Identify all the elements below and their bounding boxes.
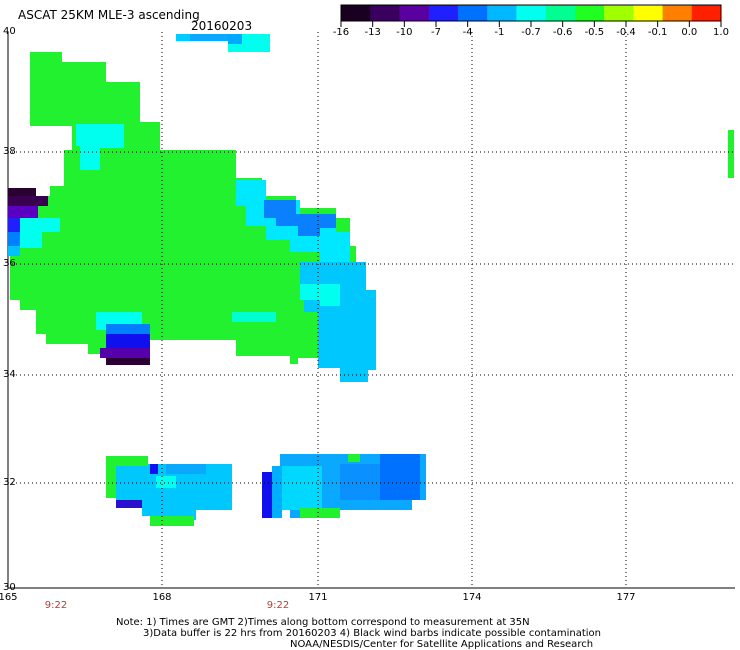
colorbar-segment xyxy=(487,5,517,21)
scatterometer-swaths xyxy=(8,34,734,526)
colorbar-segment xyxy=(428,5,459,21)
colorbar-segment xyxy=(370,5,400,21)
colorbar-label: -16 xyxy=(332,27,350,38)
colorbar-segment xyxy=(691,5,722,21)
latitude-label: 32 xyxy=(3,477,16,488)
swath-cell xyxy=(340,464,380,500)
latitude-label: 36 xyxy=(3,258,16,269)
colorbar-label: 0.0 xyxy=(681,27,698,38)
latitude-label: 40 xyxy=(3,26,16,37)
swath-cell xyxy=(262,472,272,518)
swath-cell xyxy=(106,334,150,348)
colorbar-label: -0.5 xyxy=(584,27,605,38)
colorbar-label: -13 xyxy=(364,27,381,38)
swath-cell xyxy=(228,34,242,44)
colorbar-label: 1.0 xyxy=(713,27,729,38)
map-title: ASCAT 25KM MLE-3 ascending xyxy=(18,8,200,22)
swath-cell xyxy=(76,124,124,170)
swath-cell xyxy=(300,508,340,518)
longitude-label: 171 xyxy=(308,592,328,603)
latitude-label: 30 xyxy=(3,582,16,593)
colorbar-label: -10 xyxy=(396,27,413,38)
colorbar-segment xyxy=(604,5,634,21)
note-line-3: NOAA/NESDIS/Center for Satellite Applica… xyxy=(290,639,594,650)
colorbar-segment xyxy=(633,5,664,21)
colorbar-label: -0.7 xyxy=(521,27,541,38)
colorbar-segment xyxy=(341,5,371,21)
latitude-label: 34 xyxy=(3,369,16,380)
colorbar-segment xyxy=(662,5,693,21)
swath-cell xyxy=(8,246,20,256)
swath-cell xyxy=(166,464,206,474)
swath-cell xyxy=(20,218,42,248)
colorbar-label: -0.1 xyxy=(647,27,668,38)
swath-cell xyxy=(728,130,734,178)
swath-cell xyxy=(106,466,116,498)
swath-cell xyxy=(100,348,150,358)
swath-cell xyxy=(106,324,150,334)
swath-cell xyxy=(300,284,340,306)
pass-time-label: 9:22 xyxy=(266,600,290,611)
swath-cell xyxy=(156,476,176,488)
swath-cell xyxy=(348,454,360,462)
swath-cell xyxy=(106,456,148,466)
note-line-1: Note: 1) Times are GMT 2)Times along bot… xyxy=(116,617,530,628)
swath-cell xyxy=(150,464,158,474)
colorbar-label: -1 xyxy=(494,27,505,38)
gridlines xyxy=(8,32,735,588)
colorbar-segment xyxy=(545,5,576,21)
note-line-2: 3)Data buffer is 22 hrs from 20160203 4)… xyxy=(143,628,601,639)
swath-cell xyxy=(282,466,322,510)
colorbar-label: -4 xyxy=(462,27,473,38)
swath-cell xyxy=(380,454,420,500)
colorbar-segment xyxy=(399,5,430,21)
swath-cell xyxy=(190,34,228,41)
swath-cell xyxy=(8,196,48,206)
colorbar-label: -0.6 xyxy=(552,27,573,38)
swath-cell xyxy=(40,218,60,232)
swath-cell xyxy=(232,312,276,322)
longitude-label: 177 xyxy=(616,592,636,603)
longitude-label: 165 xyxy=(0,592,18,603)
longitude-label: 168 xyxy=(152,592,172,603)
map-date: 20160203 xyxy=(191,19,253,33)
colorbar-label: -7 xyxy=(431,27,441,38)
pass-time-label: 9:22 xyxy=(44,600,68,611)
colorbar xyxy=(340,4,722,27)
swath-cell xyxy=(150,516,194,526)
swath-cell xyxy=(264,200,336,236)
swath-cell xyxy=(106,358,150,365)
longitude-label: 174 xyxy=(462,592,482,603)
colorbar-segment xyxy=(516,5,547,21)
swath-cell xyxy=(272,466,282,518)
swath-cell xyxy=(8,206,38,218)
latitude-label: 38 xyxy=(3,146,16,157)
swath-cell xyxy=(8,188,36,196)
colorbar-segment xyxy=(457,5,488,21)
colorbar-segment xyxy=(574,5,605,21)
swath-cell xyxy=(116,500,142,508)
